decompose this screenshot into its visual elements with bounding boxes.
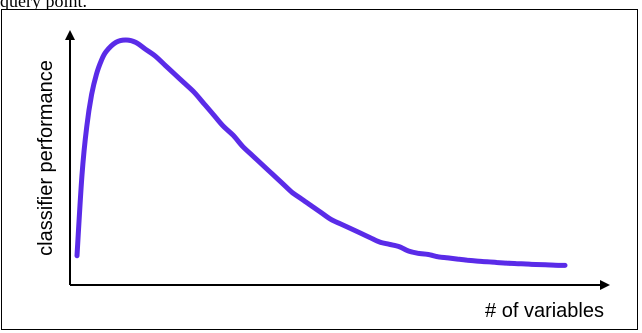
x-axis-label: # of variables [485,300,604,322]
performance-curve-line [74,37,568,268]
header-text-fragment: query point. [0,0,87,11]
chart-frame [1,9,638,330]
y-axis-label: classifier performance [35,60,57,256]
